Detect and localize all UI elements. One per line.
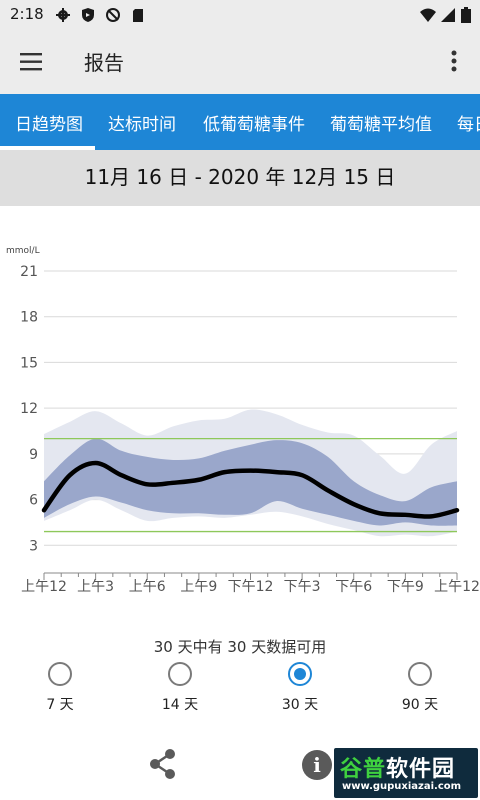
period-label: 14 天 (161, 697, 199, 713)
x-tick-label: 上午3 (77, 579, 114, 595)
period-30-days[interactable]: 30 天 (270, 662, 330, 714)
tab-daily[interactable]: 每日 (457, 115, 480, 135)
x-tick-label: 上午12 (21, 579, 67, 595)
no-sync-icon (106, 8, 120, 22)
period-90-days[interactable]: 90 天 (390, 662, 450, 714)
page-title: 报告 (84, 51, 124, 75)
signal-icon (441, 8, 455, 22)
tab-indicator (0, 146, 95, 150)
status-time: 2:18 (10, 5, 44, 23)
period-7-days[interactable]: 7 天 (30, 662, 90, 714)
x-tick-label: 下午12 (228, 579, 274, 595)
period-selector: 7 天 14 天 30 天 90 天 (0, 662, 480, 722)
radio-button[interactable] (168, 662, 192, 686)
report-tabs: 日趋势图 达标时间 低葡萄糖事件 葡萄糖平均值 每日 (0, 94, 480, 150)
wifi-icon (420, 8, 436, 22)
y-tick-label: 12 (20, 401, 38, 417)
x-tick-label: 上午12 (434, 579, 480, 595)
y-tick-label: 15 (20, 355, 38, 371)
menu-icon[interactable] (18, 50, 46, 74)
y-tick-label: 9 (29, 447, 38, 463)
target-range-lines (44, 437, 457, 533)
x-tick-label: 下午6 (335, 579, 372, 595)
x-tick-label: 下午3 (284, 579, 321, 595)
battery-icon (461, 7, 471, 23)
watermark-text-a: 谷普 (340, 757, 387, 782)
radio-button-selected[interactable] (288, 662, 312, 686)
median-line (41, 460, 460, 519)
data-availability: 30 天中有 30 天数据可用 (153, 638, 327, 656)
x-axis (43, 572, 458, 580)
watermark-text-b: 软件园 (386, 757, 456, 782)
share-icon[interactable] (148, 748, 178, 780)
radio-button[interactable] (408, 662, 432, 686)
tab-average-glucose[interactable]: 葡萄糖平均值 (330, 115, 432, 135)
tab-daily-trend[interactable]: 日趋势图 (15, 115, 83, 135)
shield-icon (82, 8, 94, 22)
y-axis-label: mmol/L (6, 246, 40, 256)
date-range: 11月 16 日 - 2020 年 12月 15 日 (0, 150, 480, 206)
watermark: 谷普软件园 www.gupuxiazai.com (334, 748, 478, 798)
radio-button[interactable] (48, 662, 72, 686)
period-label: 90 天 (401, 697, 439, 713)
app-bar: 报告 (0, 30, 480, 94)
watermark-url: www.gupuxiazai.com (342, 781, 462, 792)
more-options-icon[interactable] (444, 48, 464, 76)
bottom-bar: i (0, 736, 480, 800)
x-tick-label: 上午9 (180, 579, 217, 595)
status-bar: 2:18 (0, 0, 480, 30)
y-tick-label: 18 (20, 310, 38, 326)
y-tick-label: 21 (20, 264, 38, 280)
watermark-logo: 谷普软件园 (340, 751, 455, 783)
tab-time-in-target[interactable]: 达标时间 (108, 115, 176, 135)
period-label: 7 天 (46, 697, 74, 713)
sd-card-icon (133, 9, 143, 22)
daily-trend-chart: mmol/L 3 6 9 12 15 18 21 上午12 上午3 上午6 上午9 下午12 下午3 下… (6, 246, 480, 595)
x-tick-label: 下午9 (387, 579, 424, 595)
period-label: 30 天 (281, 697, 319, 713)
y-tick-labels: 3 6 9 12 15 18 21 (20, 264, 38, 554)
gear-icon (56, 8, 70, 22)
y-tick-label: 3 (29, 538, 38, 554)
info-icon[interactable]: i (302, 750, 332, 780)
y-tick-label: 6 (29, 493, 38, 509)
x-tick-labels: 上午12 上午3 上午6 上午9 下午12 下午3 下午6 下午9 上午12 (21, 579, 480, 595)
x-tick-label: 上午6 (129, 579, 166, 595)
tab-low-glucose-events[interactable]: 低葡萄糖事件 (203, 115, 305, 135)
period-14-days[interactable]: 14 天 (150, 662, 210, 714)
